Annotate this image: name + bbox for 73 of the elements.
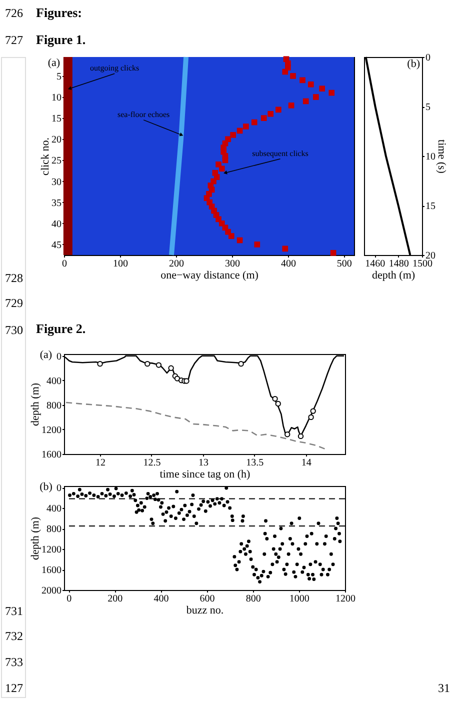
- y-tick-label: 20: [52, 134, 62, 146]
- y-tick-label: 45: [52, 240, 62, 251]
- y2-tick-label: 0: [426, 52, 430, 64]
- x-tick-label: 200: [168, 258, 184, 270]
- text: 733: [5, 655, 23, 669]
- caption: Figure 1.: [36, 32, 86, 47]
- chart-title: (b): [40, 481, 53, 493]
- x-tick-label: 12: [96, 458, 106, 468]
- x-tick-label: 1480: [388, 258, 409, 270]
- y-tick-label: 30: [52, 176, 62, 188]
- caption: Figure 2.: [36, 321, 86, 336]
- x-tick-label: 1000: [289, 594, 310, 604]
- y-tick-label: 0: [56, 483, 62, 494]
- annotation: sea-floor echoes: [117, 110, 170, 119]
- y2-tick-label: 10: [426, 152, 436, 162]
- x-tick-label: 500: [336, 258, 352, 270]
- y2-tick-label: 20: [426, 250, 436, 262]
- x-tick-label: 100: [112, 258, 128, 270]
- y-tick-label: 400: [46, 504, 62, 515]
- y-tick-label: 1200: [42, 544, 62, 556]
- y-tick-label: 800: [46, 524, 62, 536]
- annotation: outgoing clicks: [90, 64, 140, 73]
- text: 728: [5, 271, 23, 285]
- text: 732: [5, 629, 23, 643]
- y-tick-label: 10: [52, 92, 62, 104]
- y-tick-label: 2000: [42, 586, 62, 596]
- y2-tick-label: 5: [426, 102, 430, 113]
- x-tick-label: 1460: [365, 258, 386, 270]
- y-tick-label: 1600: [42, 450, 62, 460]
- text: 727: [5, 33, 23, 47]
- y-tick-label: 25: [52, 156, 62, 167]
- text: Figures:: [36, 5, 82, 20]
- x-axis-title: buzz no.: [186, 604, 224, 616]
- y-tick-label: 1200: [42, 424, 62, 436]
- text: 31: [438, 681, 450, 695]
- x-tick-label: 400: [154, 594, 169, 604]
- y-axis-title: depth (m): [30, 516, 42, 560]
- text: 127: [5, 681, 23, 695]
- text: 729: [5, 296, 23, 310]
- y-tick-label: 400: [46, 376, 62, 387]
- text: 730: [5, 323, 23, 337]
- x-axis-title: one−way distance (m): [160, 270, 259, 282]
- x-tick-label: 13.5: [246, 458, 264, 468]
- annotation: subsequent clicks: [252, 148, 308, 158]
- x-tick-label: 800: [246, 594, 261, 604]
- y-tick-label: 40: [52, 218, 62, 230]
- chart-title: (a): [40, 349, 52, 361]
- y-tick-label: 15: [52, 114, 62, 125]
- x-tick-label: 0: [66, 594, 72, 604]
- y-axis-title: click no.: [40, 137, 52, 176]
- x-tick-label: 1200: [336, 594, 356, 604]
- x-tick-label: 14: [301, 458, 312, 468]
- x-tick-label: 13: [198, 458, 208, 468]
- y-tick-label: 35: [52, 198, 62, 209]
- chart-title: (a): [48, 57, 60, 69]
- y2-axis-title: time (s): [436, 140, 448, 174]
- x-tick-label: 200: [108, 594, 123, 604]
- x-axis-title: time since tag on (h): [160, 468, 251, 480]
- y-tick-label: 0: [56, 351, 62, 362]
- y-axis-title: depth (m): [30, 382, 42, 426]
- x-tick-label: 12.5: [143, 458, 161, 468]
- x-axis-title: depth (m): [372, 270, 416, 282]
- x-tick-label: 400: [280, 258, 296, 270]
- text: 731: [5, 604, 23, 618]
- chart-title: (b): [407, 58, 420, 70]
- y-tick-label: 5: [56, 71, 62, 82]
- y-tick-label: 1600: [42, 565, 62, 576]
- x-tick-label: 600: [200, 594, 215, 604]
- y2-tick-label: 15: [426, 201, 436, 212]
- x-tick-label: 1500: [412, 258, 432, 270]
- y-tick-label: 800: [46, 400, 62, 412]
- text: 726: [5, 6, 23, 20]
- x-tick-label: 300: [224, 258, 240, 270]
